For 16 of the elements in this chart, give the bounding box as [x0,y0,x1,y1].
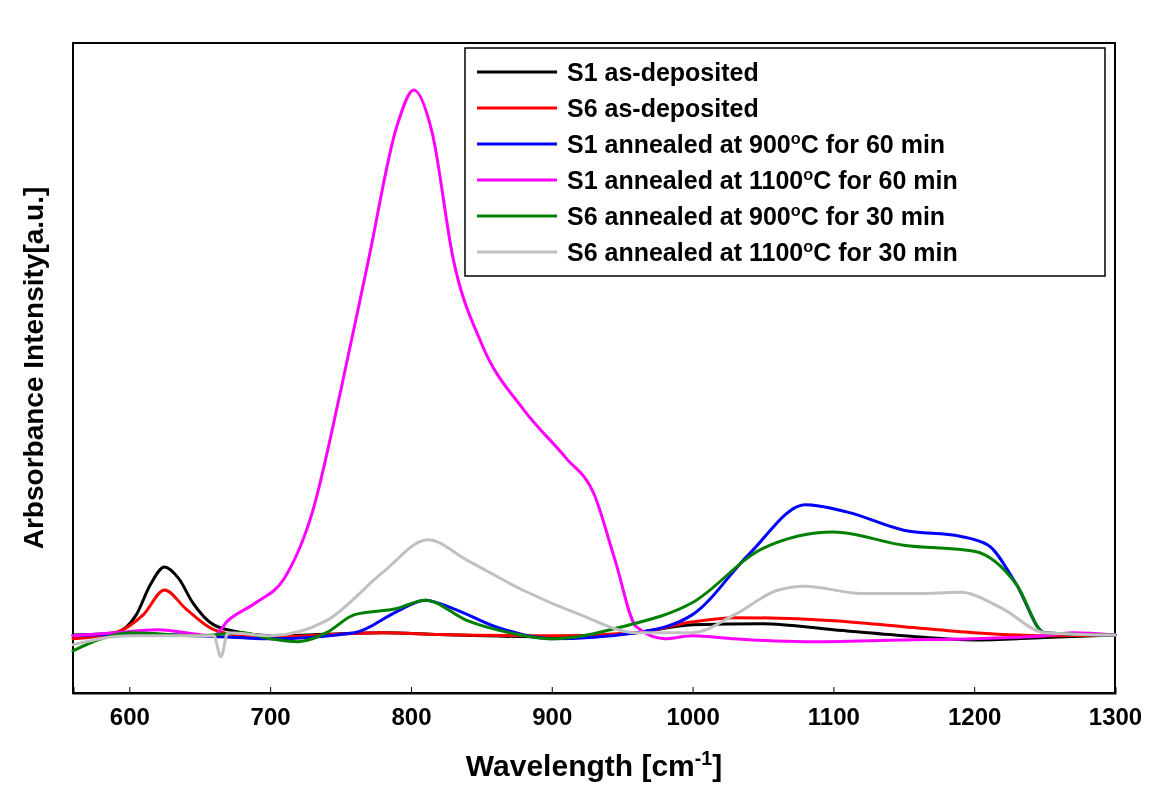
legend-label: S6 annealed at 900$^{o}$C for 30 min [567,201,946,230]
legend-label: S1 annealed at 1100$^{o}$C for 60 min [567,165,958,194]
x-tick-label: 1200 [947,702,1002,730]
legend-label: S6 annealed at 1100$^{o}$C for 30 min [567,237,958,266]
x-tick-label: 800 [391,702,432,730]
legend-label: S6 as-deposited [567,94,759,122]
x-tick-label: 700 [250,702,291,730]
x-tick-label: 600 [109,702,150,730]
x-tick-label: 1000 [666,702,720,730]
x-tick-label: 900 [532,702,573,730]
x-tick-label: 1100 [807,702,860,730]
x-tick-label: 1300 [1088,702,1143,730]
y-axis-title: Arbsorbance Intensity[a.u.] [18,186,49,550]
legend-label: S1 as-deposited [567,58,759,86]
x-axis-title: Wavelength [cm$^{-1}$] [465,747,723,782]
legend-label: S1 annealed at 900$^{o}$C for 60 min [567,129,946,158]
